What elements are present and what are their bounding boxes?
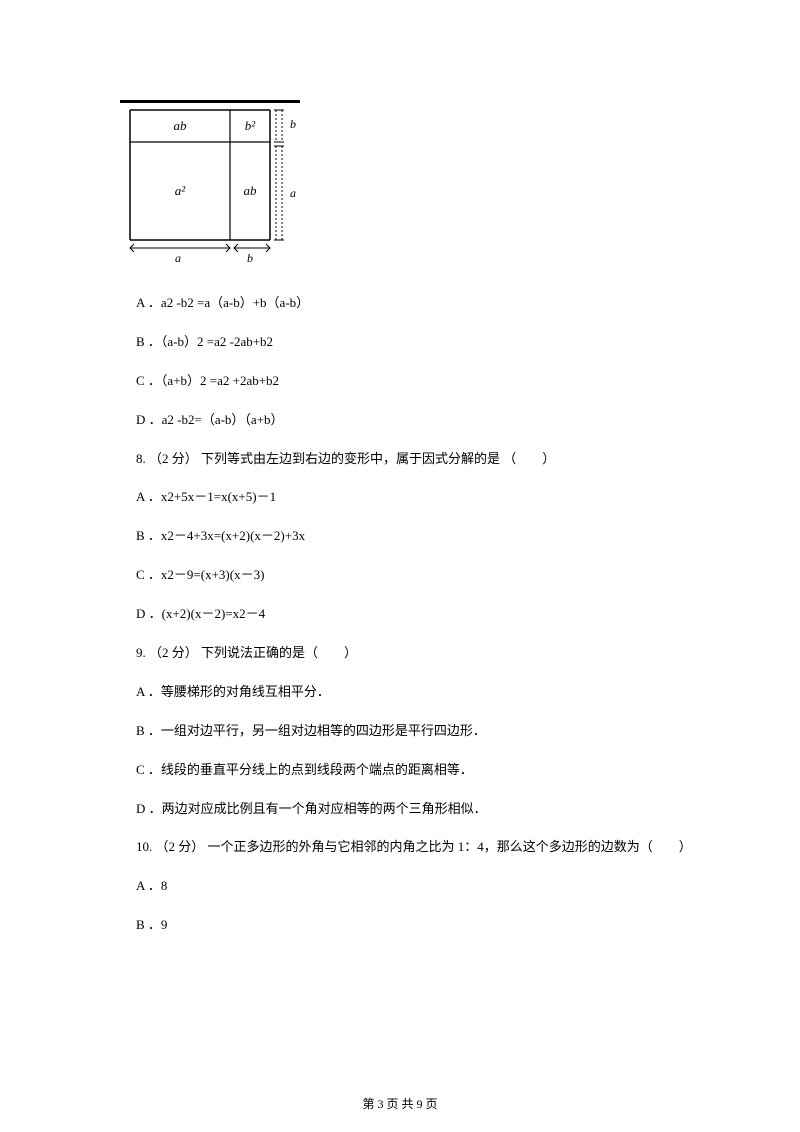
q9-option-b: B ．一组对边平行，另一组对边相等的四边形是平行四边形． bbox=[110, 723, 690, 740]
q9-option-d: D ．两边对应成比例且有一个角对应相等的两个三角形相似． bbox=[110, 801, 690, 818]
q10-stem: 10. （2 分） 一个正多边形的外角与它相邻的内角之比为 1：4，那么这个多边… bbox=[110, 839, 690, 856]
q7-option-a: A ．a2 -b2 =a（a-b）+b（a-b） bbox=[110, 295, 690, 312]
q7-option-c: C ．（a+b）2 =a2 +2ab+b2 bbox=[110, 373, 690, 390]
cell-top-left: ab bbox=[174, 118, 188, 133]
cell-bottom-right: ab bbox=[244, 183, 258, 198]
q8-stem: 8. （2 分） 下列等式由左边到右边的变形中，属于因式分解的是 （ ） bbox=[110, 451, 690, 468]
q9-option-a: A ．等腰梯形的对角线互相平分． bbox=[110, 684, 690, 701]
q10-option-b: B ．9 bbox=[110, 917, 690, 934]
label-bottom-a: a bbox=[175, 251, 181, 265]
q8-option-c: C ．x2－9=(x+3)(x－3) bbox=[110, 567, 690, 584]
page-footer: 第 3 页 共 9 页 bbox=[0, 1095, 800, 1112]
geometry-diagram: ab b² a² ab b a a b bbox=[120, 100, 690, 275]
q8-option-b: B ．x2－4+3x=(x+2)(x－2)+3x bbox=[110, 528, 690, 545]
q8-option-a: A ．x2+5x－1=x(x+5)－1 bbox=[110, 489, 690, 506]
q7-option-b: B ．（a-b）2 =a2 -2ab+b2 bbox=[110, 334, 690, 351]
label-right-a: a bbox=[290, 186, 296, 200]
cell-top-right: b² bbox=[245, 118, 257, 133]
q7-option-d: D ．a2 -b2=（a-b）（a+b） bbox=[110, 412, 690, 429]
q9-stem: 9. （2 分） 下列说法正确的是（ ） bbox=[110, 645, 690, 662]
label-right-b: b bbox=[290, 117, 296, 131]
q10-option-a: A ．8 bbox=[110, 878, 690, 895]
cell-bottom-left: a² bbox=[175, 183, 187, 198]
label-bottom-b: b bbox=[247, 251, 253, 265]
q9-option-c: C ．线段的垂直平分线上的点到线段两个端点的距离相等． bbox=[110, 762, 690, 779]
q8-option-d: D ．(x+2)(x－2)=x2－4 bbox=[110, 606, 690, 623]
